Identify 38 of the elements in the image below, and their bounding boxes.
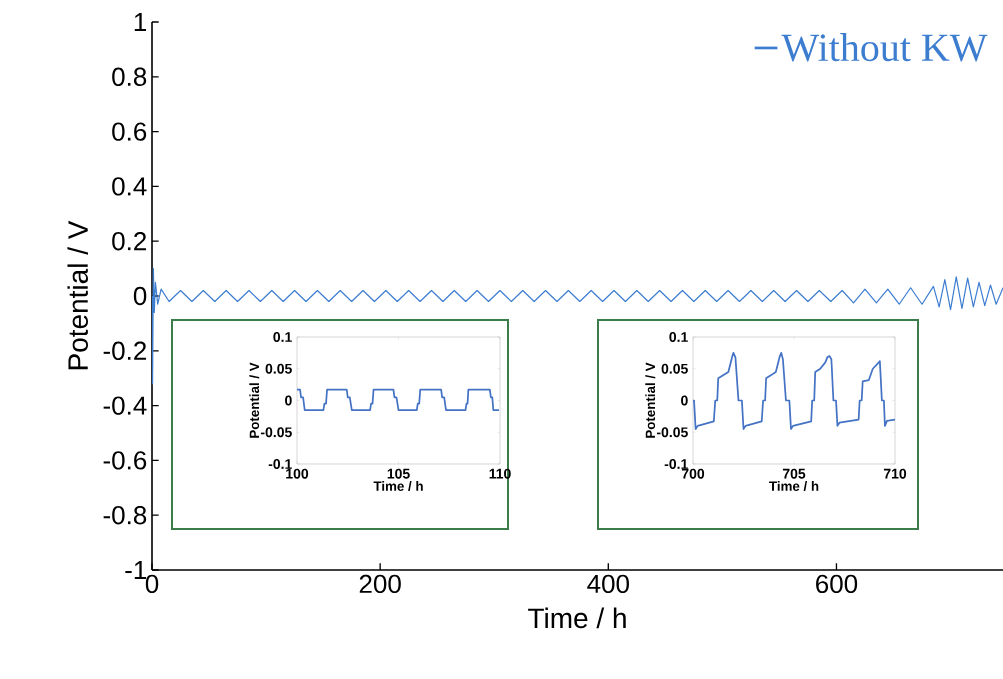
y-tick-label: 1 <box>134 13 147 31</box>
y-tick-label: 0.05 <box>661 363 688 374</box>
y-tick-label: 0.4 <box>112 177 147 196</box>
y-tick-label: -0.6 <box>103 451 147 470</box>
y-tick-label: 0 <box>285 395 292 406</box>
x-tick-label: 705 <box>782 468 806 479</box>
y-tick-label: -0.2 <box>103 341 146 360</box>
x-axis-title: Time / h <box>769 481 819 492</box>
line-series <box>297 388 500 411</box>
y-tick-label: -1 <box>125 561 147 579</box>
y-tick-label: 0 <box>133 286 147 306</box>
y-tick-label: 0 <box>681 395 688 406</box>
y-tick-label: -0.05 <box>656 427 688 438</box>
x-tick-label: 600 <box>816 574 858 594</box>
x-tick-label: 400 <box>587 574 629 594</box>
x-tick-label: 710 <box>883 468 907 479</box>
x-axis-title: Time / h <box>373 481 423 492</box>
x-tick-label: 105 <box>387 468 410 479</box>
legend-label: Without KW <box>781 33 988 62</box>
y-tick-label: 0.1 <box>273 332 292 342</box>
y-tick-label: -0.1 <box>268 459 292 469</box>
y-tick-label: -0.8 <box>103 506 147 525</box>
y-tick-label: -0.05 <box>260 427 292 438</box>
x-tick-label: 200 <box>359 574 401 594</box>
y-tick-label: 0.8 <box>112 67 147 86</box>
x-tick-label: 700 <box>681 468 705 479</box>
y-axis-title: Potential / V <box>645 362 656 438</box>
y-tick-label: 0.05 <box>265 363 292 374</box>
y-tick-label: 0.6 <box>112 122 147 141</box>
y-axis-title: Potential / V <box>67 220 88 370</box>
y-tick-label: 0.2 <box>112 232 146 251</box>
y-tick-label: -0.4 <box>103 396 147 415</box>
y-axis-title: Potential / V <box>249 362 260 438</box>
x-axis-title: Time / h <box>528 607 626 629</box>
y-tick-label: -0.1 <box>664 459 688 469</box>
x-tick-label: 100 <box>286 468 309 479</box>
y-tick-label: 0.1 <box>669 332 688 342</box>
line-series <box>152 268 1003 385</box>
